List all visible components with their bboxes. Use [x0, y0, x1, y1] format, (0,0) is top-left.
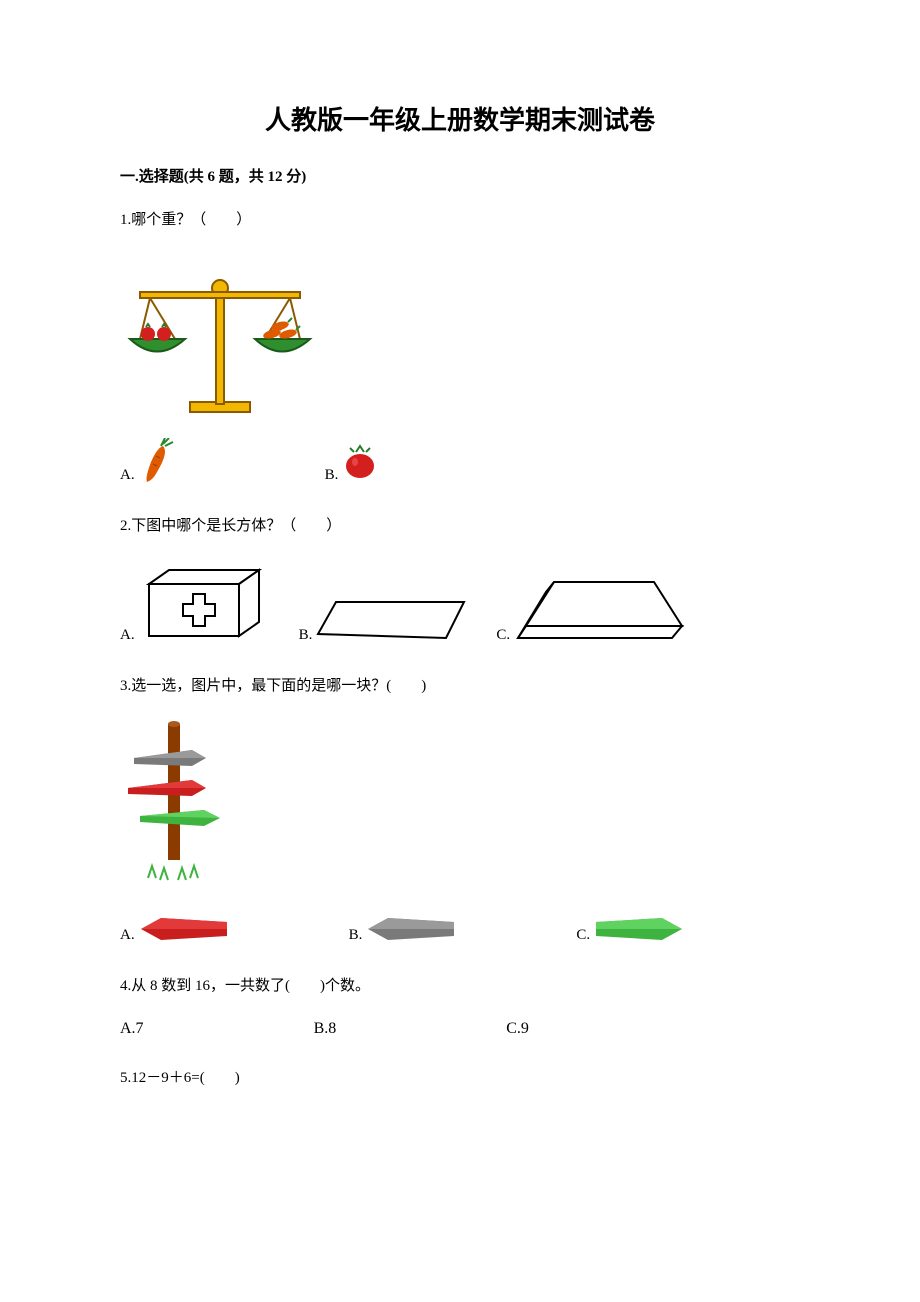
question-3-text: 3.选一选，图片中，最下面的是哪一块？( )	[120, 674, 800, 698]
signpost-icon	[120, 720, 230, 890]
option-a[interactable]: A.	[120, 564, 269, 644]
question-4-text: 4.从 8 数到 16，一共数了( )个数。	[120, 974, 800, 998]
page-title: 人教版一年级上册数学期末测试卷	[120, 100, 800, 137]
option-b-label: B.	[299, 627, 313, 644]
question-2-text: 2.下图中哪个是长方体？（ ）	[120, 514, 800, 538]
question-1-text: 1.哪个重？（ ）	[120, 208, 800, 232]
option-c-label: C.	[496, 627, 510, 644]
option-a[interactable]: A.7	[120, 1020, 144, 1038]
option-b-label: B.	[349, 927, 363, 944]
option-b[interactable]: B.	[325, 444, 379, 484]
balance-scale-icon	[120, 254, 320, 414]
option-a[interactable]: A.	[120, 438, 175, 484]
red-arrow-icon	[139, 914, 229, 944]
question-2-options: A. B. C.	[120, 564, 800, 644]
option-a-label: A.	[120, 927, 135, 944]
option-a-label: A.	[120, 627, 135, 644]
option-a-label: A.	[120, 467, 135, 484]
option-b-label: B.	[325, 467, 339, 484]
box-cuboid-icon	[139, 564, 269, 644]
green-arrow-icon	[594, 914, 684, 944]
option-b[interactable]: B.	[299, 594, 467, 644]
option-a[interactable]: A.	[120, 914, 229, 944]
carrot-icon	[139, 438, 175, 484]
question-1-options: A. B.	[120, 438, 800, 484]
question-4-options: A.7 B.8 C.9	[120, 1020, 800, 1038]
trapezoid-prism-icon	[514, 574, 684, 644]
option-c[interactable]: C.9	[506, 1020, 529, 1038]
option-c[interactable]: C.	[496, 574, 684, 644]
question-3-options: A. B. C.	[120, 914, 800, 944]
parallelogram-icon	[316, 594, 466, 644]
tomato-icon	[342, 444, 378, 484]
option-b[interactable]: B.	[349, 914, 457, 944]
question-5-text: 5.12－9＋6=( )	[120, 1066, 800, 1090]
option-c[interactable]: C.	[576, 914, 684, 944]
question-1-figure	[120, 254, 800, 414]
option-b[interactable]: B.8	[314, 1020, 337, 1038]
option-c-label: C.	[576, 927, 590, 944]
grey-arrow-icon	[366, 914, 456, 944]
section-heading: 一.选择题(共 6 题，共 12 分)	[120, 165, 800, 186]
question-3-figure	[120, 720, 800, 890]
